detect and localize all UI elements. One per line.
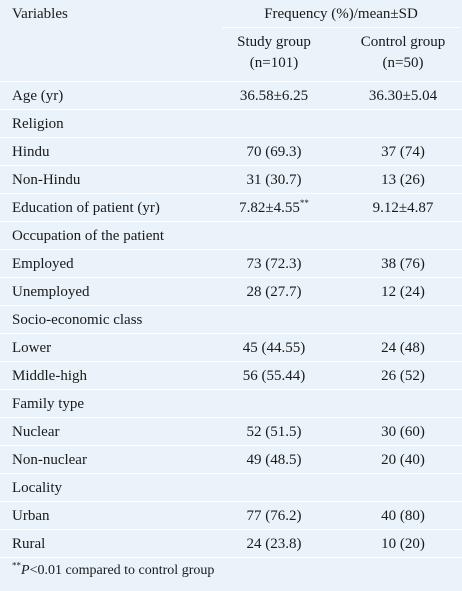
section-row: Socio-economic class xyxy=(0,306,462,334)
row-label: Nuclear xyxy=(12,424,60,440)
footnote-marker: ** xyxy=(12,560,21,571)
row-label: Unemployed xyxy=(12,284,90,300)
header-row-2: Study group (n=101) Control group (n=50) xyxy=(0,28,462,82)
row-label: Urban xyxy=(12,508,50,524)
control-value: 36.30±5.04 xyxy=(368,88,438,104)
control-value: 40 (80) xyxy=(381,508,425,524)
control-value: 24 (48) xyxy=(381,340,425,356)
table-row: Lower 45 (44.55) 24 (48) xyxy=(0,334,462,362)
study-group-header: Study group (n=101) xyxy=(237,34,311,71)
control-value: 38 (76) xyxy=(381,256,425,272)
control-value: 20 (40) xyxy=(381,452,425,468)
control-value: 30 (60) xyxy=(381,424,425,440)
row-label: Non-Hindu xyxy=(12,172,81,188)
significance-marker: ** xyxy=(299,198,309,208)
table-row: Hindu 70 (69.3) 37 (74) xyxy=(0,138,462,166)
section-label: Religion xyxy=(12,116,64,132)
table-row: Non-Hindu 31 (30.7) 13 (26) xyxy=(0,166,462,194)
table-row: Education of patient (yr) 7.82±4.55** 9.… xyxy=(0,194,462,222)
study-value: 36.58±6.25 xyxy=(239,88,309,104)
row-label: Age (yr) xyxy=(12,88,64,104)
row-label: Middle-high xyxy=(12,368,87,384)
control-value: 13 (26) xyxy=(381,172,425,188)
table-row: Non-nuclear 49 (48.5) 20 (40) xyxy=(0,446,462,474)
header-row-1: Variables Frequency (%)/mean±SD xyxy=(0,0,462,28)
row-label: Lower xyxy=(12,340,52,356)
row-label: Employed xyxy=(12,256,74,272)
footnote: **P<0.01 compared to control group xyxy=(0,558,462,584)
control-value: 37 (74) xyxy=(381,144,425,160)
study-value: 45 (44.55) xyxy=(242,340,306,356)
section-row: Occupation of the patient xyxy=(0,222,462,250)
control-value: 10 (20) xyxy=(381,536,425,552)
frequency-header: Frequency (%)/mean±SD xyxy=(264,6,418,22)
study-value: 73 (72.3) xyxy=(246,256,302,272)
study-value: 70 (69.3) xyxy=(246,144,302,160)
study-value: 31 (30.7) xyxy=(246,172,302,188)
section-row: Locality xyxy=(0,474,462,502)
row-label: Hindu xyxy=(12,144,50,160)
control-value: 9.12±4.87 xyxy=(372,200,434,216)
table-row: Nuclear 52 (51.5) 30 (60) xyxy=(0,418,462,446)
row-label: Non-nuclear xyxy=(12,452,87,468)
row-label: Education of patient (yr) xyxy=(12,200,160,216)
study-value: 49 (48.5) xyxy=(246,452,302,468)
study-value: 24 (23.8) xyxy=(246,536,302,552)
header-divider xyxy=(222,27,460,28)
table-row: Age (yr) 36.58±6.25 36.30±5.04 xyxy=(0,82,462,110)
section-row: Religion xyxy=(0,110,462,138)
table-row: Rural 24 (23.8) 10 (20) xyxy=(0,530,462,558)
control-value: 26 (52) xyxy=(381,368,425,384)
study-value: 52 (51.5) xyxy=(246,424,302,440)
study-value: 56 (55.44) xyxy=(242,368,306,384)
study-value: 77 (76.2) xyxy=(246,508,302,524)
control-group-header: Control group (n=50) xyxy=(360,34,446,71)
study-value: 28 (27.7) xyxy=(246,284,302,300)
row-label: Rural xyxy=(12,536,46,552)
table-row: Employed 73 (72.3) 38 (76) xyxy=(0,250,462,278)
footnote-text: <0.01 compared to control group xyxy=(29,563,215,578)
variables-header: Variables xyxy=(12,6,68,22)
section-label: Socio-economic class xyxy=(12,312,143,328)
section-label: Occupation of the patient xyxy=(12,228,165,244)
section-label: Family type xyxy=(12,396,85,412)
footnote-p: P xyxy=(21,563,30,578)
table-row: Middle-high 56 (55.44) 26 (52) xyxy=(0,362,462,390)
section-row: Family type xyxy=(0,390,462,418)
section-label: Locality xyxy=(12,480,62,496)
table-row: Urban 77 (76.2) 40 (80) xyxy=(0,502,462,530)
study-value: 7.82±4.55** xyxy=(239,198,309,217)
control-value: 12 (24) xyxy=(381,284,425,300)
table-row: Unemployed 28 (27.7) 12 (24) xyxy=(0,278,462,306)
